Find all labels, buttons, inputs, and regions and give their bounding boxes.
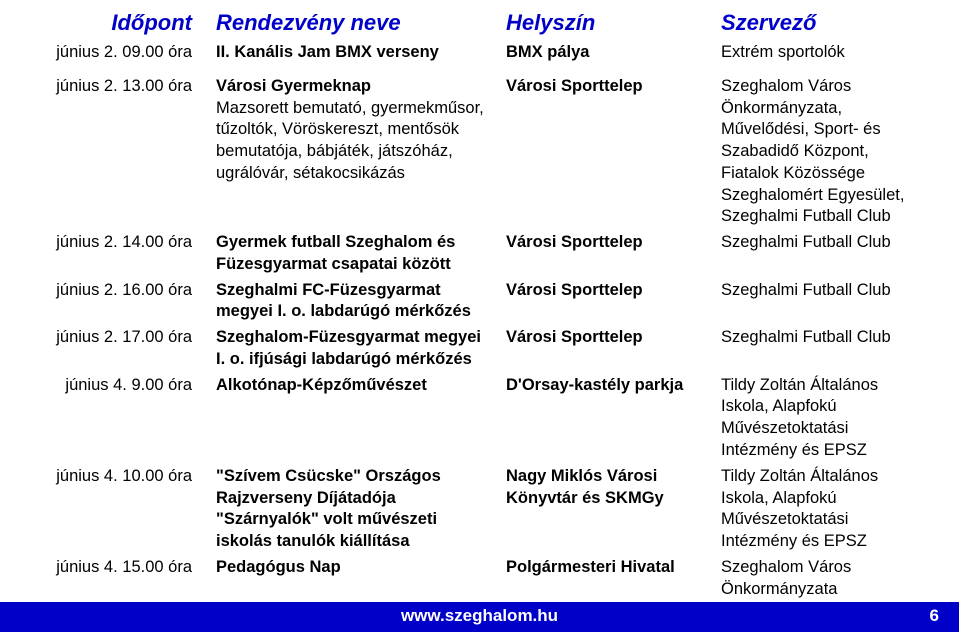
cell-organizer: Tildy Zoltán Általános Iskola, Alapfokú … [715, 464, 929, 555]
table-row: június 2. 09.00 óraII. Kanális Jam BMX v… [30, 40, 929, 66]
table-row: június 2. 16.00 óraSzeghalmi FC-Füzesgya… [30, 278, 929, 326]
cell-location: Városi Sporttelep [500, 230, 715, 278]
cell-name: II. Kanális Jam BMX verseny [210, 40, 500, 66]
col-header-name: Rendezvény neve [210, 8, 500, 40]
cell-location: Városi Sporttelep [500, 325, 715, 373]
cell-organizer: Tildy Zoltán Általános Iskola, Alapfokú … [715, 373, 929, 464]
table-body: június 2. 09.00 óraII. Kanális Jam BMX v… [30, 40, 929, 602]
cell-name: Szeghalmi FC-Füzesgyarmat megyei I. o. l… [210, 278, 500, 326]
cell-location: Városi Sporttelep [500, 278, 715, 326]
table-row: június 4. 15.00 óraPedagógus NapPolgárme… [30, 555, 929, 603]
cell-name: "Szívem Csücske" Országos Rajzverseny Dí… [210, 464, 500, 555]
cell-time: június 2. 09.00 óra [30, 40, 210, 66]
cell-location: Polgármesteri Hivatal [500, 555, 715, 603]
table-row: június 2. 14.00 óraGyermek futball Szegh… [30, 230, 929, 278]
cell-organizer: Szeghalmi Futball Club [715, 230, 929, 278]
cell-location: D'Orsay-kastély parkja [500, 373, 715, 464]
table-row: június 4. 10.00 óra"Szívem Csücske" Orsz… [30, 464, 929, 555]
cell-location: BMX pálya [500, 40, 715, 66]
cell-time: június 4. 10.00 óra [30, 464, 210, 555]
cell-time: június 2. 16.00 óra [30, 278, 210, 326]
table-row: június 2. 13.00 óraVárosi GyermeknapMazs… [30, 74, 929, 230]
page-root: Időpont Rendezvény neve Helyszín Szervez… [0, 0, 959, 609]
content-area: Időpont Rendezvény neve Helyszín Szervez… [0, 0, 959, 602]
row-spacer [30, 66, 929, 74]
events-table: Időpont Rendezvény neve Helyszín Szervez… [30, 8, 929, 602]
cell-time: június 4. 9.00 óra [30, 373, 210, 464]
table-header: Időpont Rendezvény neve Helyszín Szervez… [30, 8, 929, 40]
table-row: június 4. 9.00 óraAlkotónap-Képzőművésze… [30, 373, 929, 464]
footer-page-number: 6 [909, 606, 939, 626]
cell-name: Városi GyermeknapMazsorett bemutató, gye… [210, 74, 500, 230]
cell-organizer: Szeghalom Város Önkormányzata [715, 555, 929, 603]
cell-time: június 4. 15.00 óra [30, 555, 210, 603]
table-row: június 2. 17.00 óraSzeghalom-Füzesgyarma… [30, 325, 929, 373]
cell-name: Szeghalom-Füzesgyarmat megyei I. o. ifjú… [210, 325, 500, 373]
cell-location: Városi Sporttelep [500, 74, 715, 230]
cell-time: június 2. 17.00 óra [30, 325, 210, 373]
col-header-loc: Helyszín [500, 8, 715, 40]
cell-name: Alkotónap-Képzőművészet [210, 373, 500, 464]
cell-location: Nagy Miklós Városi Könyvtár és SKMGy [500, 464, 715, 555]
cell-organizer: Extrém sportolók [715, 40, 929, 66]
footer-url: www.szeghalom.hu [50, 606, 909, 626]
cell-name: Gyermek futball Szeghalom és Füzesgyarma… [210, 230, 500, 278]
col-header-time: Időpont [30, 8, 210, 40]
cell-organizer: Szeghalmi Futball Club [715, 325, 929, 373]
page-footer: www.szeghalom.hu 6 [0, 602, 959, 632]
cell-organizer: Szeghalmi Futball Club [715, 278, 929, 326]
cell-name: Pedagógus Nap [210, 555, 500, 603]
cell-time: június 2. 13.00 óra [30, 74, 210, 230]
cell-organizer: Szeghalom Város Önkormányzata, Művelődés… [715, 74, 929, 230]
cell-time: június 2. 14.00 óra [30, 230, 210, 278]
col-header-org: Szervező [715, 8, 929, 40]
